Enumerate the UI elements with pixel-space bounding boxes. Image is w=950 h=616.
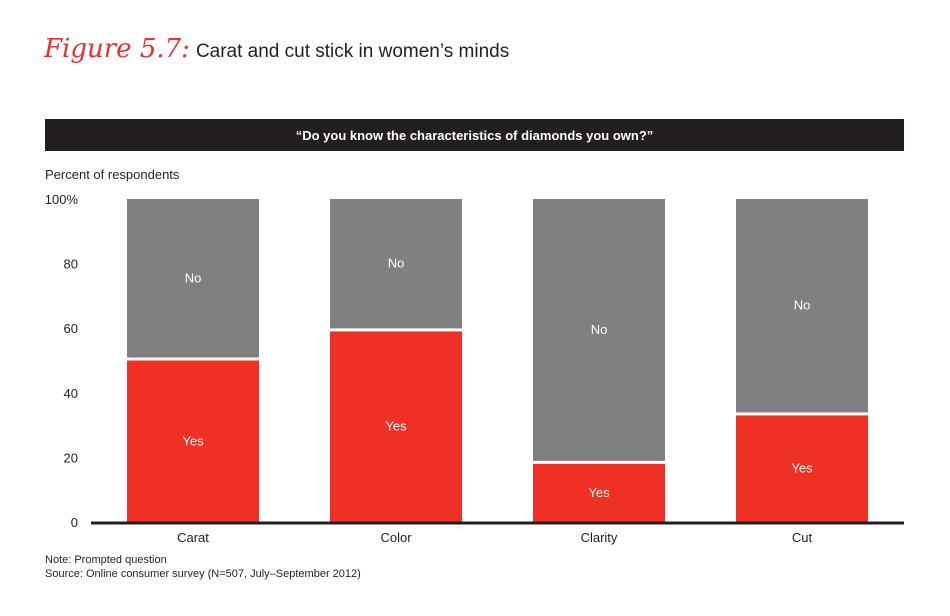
bar-yes-color <box>330 331 462 522</box>
figure-title: Figure 5.7: Carat and cut stick in women’… <box>44 34 509 64</box>
note-text: Note: Prompted question <box>45 554 167 566</box>
segment-label-yes: Yes <box>182 433 204 448</box>
bar-no-color <box>330 199 462 329</box>
bar-yes-clarity <box>533 463 665 522</box>
bar-no-carat <box>127 199 259 358</box>
y-tick-label: 80 <box>64 257 78 272</box>
segment-label-yes: Yes <box>791 461 813 476</box>
bar-no-clarity <box>533 199 665 461</box>
segment-label-no: No <box>185 270 202 285</box>
x-tick-label: Carat <box>177 530 209 545</box>
y-tick-label: 60 <box>64 321 78 336</box>
bar-yes-cut <box>736 415 868 522</box>
figure-label: Figure 5.7: <box>44 34 190 64</box>
x-tick-label: Color <box>380 530 412 545</box>
y-axis-title: Percent of respondents <box>45 167 180 182</box>
y-tick-label: 100% <box>45 192 79 207</box>
y-tick-label: 20 <box>64 450 78 465</box>
segment-label-yes: Yes <box>588 485 610 500</box>
bar-no-cut <box>736 199 868 413</box>
segment-label-no: No <box>794 298 811 313</box>
source-text: Source: Online consumer survey (N=507, J… <box>45 568 361 580</box>
x-tick-label: Clarity <box>581 530 618 545</box>
segment-label-no: No <box>591 322 608 337</box>
y-tick-label: 0 <box>71 515 78 530</box>
question-banner: “Do you know the characteristics of diam… <box>45 119 904 151</box>
bar-yes-carat <box>127 360 259 522</box>
x-tick-label: Cut <box>792 530 813 545</box>
figure-title-text: Carat and cut stick in women’s minds <box>195 41 510 62</box>
segment-label-yes: Yes <box>385 419 407 434</box>
y-tick-label: 40 <box>64 386 78 401</box>
segment-label-no: No <box>388 256 405 271</box>
footnotes: Note: Prompted question Source: Online c… <box>45 553 361 581</box>
